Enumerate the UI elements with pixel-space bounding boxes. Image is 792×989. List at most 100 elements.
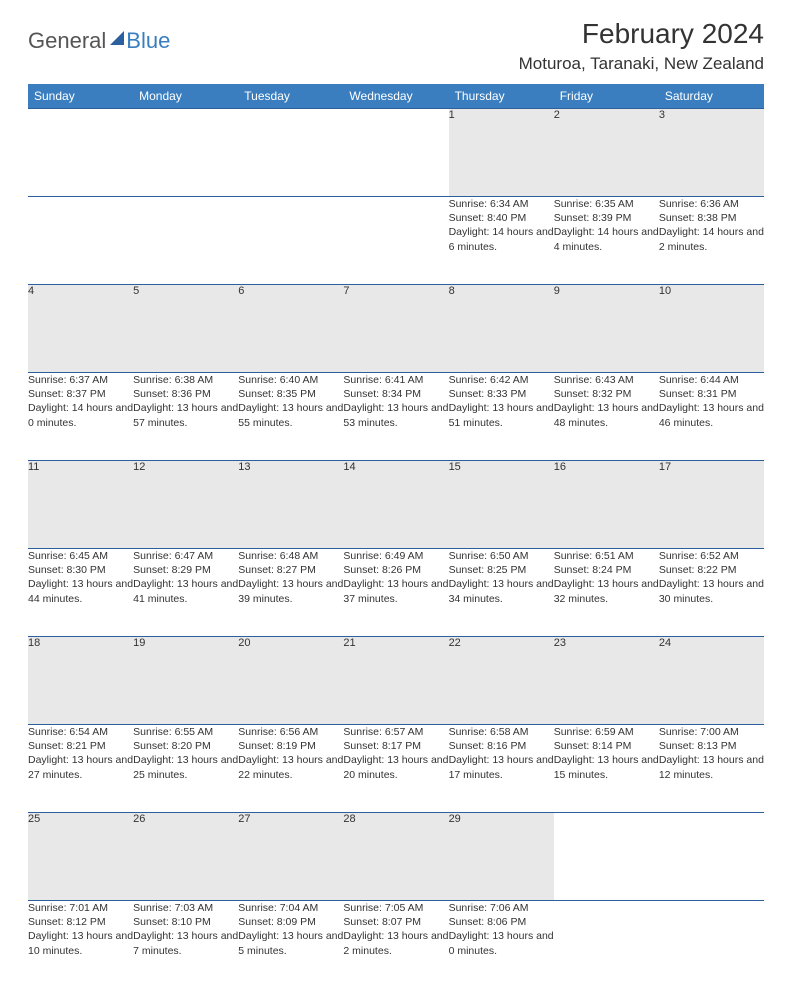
day-body-row: Sunrise: 6:54 AMSunset: 8:21 PMDaylight:… bbox=[28, 725, 764, 813]
day-number-cell: 11 bbox=[28, 461, 133, 549]
day-number-cell: 23 bbox=[554, 637, 659, 725]
day-body-row: Sunrise: 7:01 AMSunset: 8:12 PMDaylight:… bbox=[28, 901, 764, 989]
day-body-cell: Sunrise: 6:56 AMSunset: 8:19 PMDaylight:… bbox=[238, 725, 343, 813]
day-number-cell: 14 bbox=[343, 461, 448, 549]
sunrise-line: Sunrise: 6:44 AM bbox=[659, 373, 764, 387]
day-number-row: 45678910 bbox=[28, 285, 764, 373]
sunrise-line: Sunrise: 6:56 AM bbox=[238, 725, 343, 739]
weekday-header: Wednesday bbox=[343, 84, 448, 109]
day-body-cell bbox=[28, 197, 133, 285]
daylight-line: Daylight: 13 hours and 51 minutes. bbox=[449, 401, 554, 429]
daylight-line: Daylight: 14 hours and 2 minutes. bbox=[659, 225, 764, 253]
day-body-cell: Sunrise: 6:37 AMSunset: 8:37 PMDaylight:… bbox=[28, 373, 133, 461]
sunrise-line: Sunrise: 7:05 AM bbox=[343, 901, 448, 915]
daylight-line: Daylight: 13 hours and 30 minutes. bbox=[659, 577, 764, 605]
daylight-line: Daylight: 13 hours and 15 minutes. bbox=[554, 753, 659, 781]
day-number-cell: 7 bbox=[343, 285, 448, 373]
day-body-cell: Sunrise: 6:57 AMSunset: 8:17 PMDaylight:… bbox=[343, 725, 448, 813]
sunrise-line: Sunrise: 6:54 AM bbox=[28, 725, 133, 739]
sunrise-line: Sunrise: 7:00 AM bbox=[659, 725, 764, 739]
sunrise-line: Sunrise: 6:40 AM bbox=[238, 373, 343, 387]
day-body-cell: Sunrise: 6:41 AMSunset: 8:34 PMDaylight:… bbox=[343, 373, 448, 461]
day-number-cell: 25 bbox=[28, 813, 133, 901]
day-number-cell: 16 bbox=[554, 461, 659, 549]
sunrise-line: Sunrise: 6:48 AM bbox=[238, 549, 343, 563]
sunrise-line: Sunrise: 6:55 AM bbox=[133, 725, 238, 739]
logo-mark-icon bbox=[110, 31, 124, 45]
day-body-cell: Sunrise: 7:01 AMSunset: 8:12 PMDaylight:… bbox=[28, 901, 133, 989]
day-number-cell: 17 bbox=[659, 461, 764, 549]
daylight-line: Daylight: 13 hours and 53 minutes. bbox=[343, 401, 448, 429]
weekday-header: Tuesday bbox=[238, 84, 343, 109]
day-number-cell: 3 bbox=[659, 109, 764, 197]
weekday-header: Saturday bbox=[659, 84, 764, 109]
sunset-line: Sunset: 8:33 PM bbox=[449, 387, 554, 401]
sunset-line: Sunset: 8:22 PM bbox=[659, 563, 764, 577]
day-number-cell bbox=[554, 813, 659, 901]
daylight-line: Daylight: 13 hours and 46 minutes. bbox=[659, 401, 764, 429]
sunset-line: Sunset: 8:19 PM bbox=[238, 739, 343, 753]
sunset-line: Sunset: 8:12 PM bbox=[28, 915, 133, 929]
sunrise-line: Sunrise: 6:58 AM bbox=[449, 725, 554, 739]
weekday-header-row: Sunday Monday Tuesday Wednesday Thursday… bbox=[28, 84, 764, 109]
daylight-line: Daylight: 13 hours and 27 minutes. bbox=[28, 753, 133, 781]
daylight-line: Daylight: 13 hours and 41 minutes. bbox=[133, 577, 238, 605]
sunrise-line: Sunrise: 6:49 AM bbox=[343, 549, 448, 563]
daylight-line: Daylight: 13 hours and 37 minutes. bbox=[343, 577, 448, 605]
sunset-line: Sunset: 8:13 PM bbox=[659, 739, 764, 753]
day-body-cell: Sunrise: 7:00 AMSunset: 8:13 PMDaylight:… bbox=[659, 725, 764, 813]
day-body-cell: Sunrise: 6:38 AMSunset: 8:36 PMDaylight:… bbox=[133, 373, 238, 461]
day-number-cell: 20 bbox=[238, 637, 343, 725]
calendar-table: Sunday Monday Tuesday Wednesday Thursday… bbox=[28, 84, 764, 989]
day-body-cell: Sunrise: 6:54 AMSunset: 8:21 PMDaylight:… bbox=[28, 725, 133, 813]
sunrise-line: Sunrise: 6:38 AM bbox=[133, 373, 238, 387]
day-number-cell: 24 bbox=[659, 637, 764, 725]
day-number-row: 123 bbox=[28, 109, 764, 197]
day-body-cell: Sunrise: 6:51 AMSunset: 8:24 PMDaylight:… bbox=[554, 549, 659, 637]
sunrise-line: Sunrise: 6:34 AM bbox=[449, 197, 554, 211]
day-number-cell: 4 bbox=[28, 285, 133, 373]
daylight-line: Daylight: 13 hours and 12 minutes. bbox=[659, 753, 764, 781]
sunrise-line: Sunrise: 6:37 AM bbox=[28, 373, 133, 387]
day-body-cell: Sunrise: 6:47 AMSunset: 8:29 PMDaylight:… bbox=[133, 549, 238, 637]
sunrise-line: Sunrise: 6:47 AM bbox=[133, 549, 238, 563]
day-body-cell: Sunrise: 7:03 AMSunset: 8:10 PMDaylight:… bbox=[133, 901, 238, 989]
day-body-cell: Sunrise: 6:36 AMSunset: 8:38 PMDaylight:… bbox=[659, 197, 764, 285]
daylight-line: Daylight: 13 hours and 10 minutes. bbox=[28, 929, 133, 957]
weekday-header: Thursday bbox=[449, 84, 554, 109]
weekday-header: Friday bbox=[554, 84, 659, 109]
day-body-row: Sunrise: 6:37 AMSunset: 8:37 PMDaylight:… bbox=[28, 373, 764, 461]
day-body-cell: Sunrise: 7:05 AMSunset: 8:07 PMDaylight:… bbox=[343, 901, 448, 989]
sunrise-line: Sunrise: 6:42 AM bbox=[449, 373, 554, 387]
day-body-cell: Sunrise: 6:43 AMSunset: 8:32 PMDaylight:… bbox=[554, 373, 659, 461]
day-number-cell: 19 bbox=[133, 637, 238, 725]
logo-text-1: General bbox=[28, 28, 106, 54]
sunset-line: Sunset: 8:36 PM bbox=[133, 387, 238, 401]
day-number-cell: 8 bbox=[449, 285, 554, 373]
daylight-line: Daylight: 13 hours and 32 minutes. bbox=[554, 577, 659, 605]
logo: General Blue bbox=[28, 28, 170, 54]
weekday-header: Monday bbox=[133, 84, 238, 109]
day-number-cell: 15 bbox=[449, 461, 554, 549]
day-body-cell bbox=[343, 197, 448, 285]
day-body-cell: Sunrise: 6:45 AMSunset: 8:30 PMDaylight:… bbox=[28, 549, 133, 637]
sunset-line: Sunset: 8:07 PM bbox=[343, 915, 448, 929]
sunrise-line: Sunrise: 6:51 AM bbox=[554, 549, 659, 563]
day-body-cell: Sunrise: 6:40 AMSunset: 8:35 PMDaylight:… bbox=[238, 373, 343, 461]
day-body-cell bbox=[238, 197, 343, 285]
day-body-cell: Sunrise: 6:55 AMSunset: 8:20 PMDaylight:… bbox=[133, 725, 238, 813]
location: Moturoa, Taranaki, New Zealand bbox=[28, 54, 764, 74]
logo-text-2: Blue bbox=[126, 28, 170, 54]
day-number-cell: 29 bbox=[449, 813, 554, 901]
day-body-cell: Sunrise: 6:48 AMSunset: 8:27 PMDaylight:… bbox=[238, 549, 343, 637]
day-body-cell bbox=[659, 901, 764, 989]
sunset-line: Sunset: 8:24 PM bbox=[554, 563, 659, 577]
sunset-line: Sunset: 8:25 PM bbox=[449, 563, 554, 577]
daylight-line: Daylight: 13 hours and 7 minutes. bbox=[133, 929, 238, 957]
day-body-cell: Sunrise: 6:42 AMSunset: 8:33 PMDaylight:… bbox=[449, 373, 554, 461]
day-number-cell: 28 bbox=[343, 813, 448, 901]
day-number-cell: 6 bbox=[238, 285, 343, 373]
daylight-line: Daylight: 13 hours and 57 minutes. bbox=[133, 401, 238, 429]
day-number-cell: 1 bbox=[449, 109, 554, 197]
sunset-line: Sunset: 8:34 PM bbox=[343, 387, 448, 401]
